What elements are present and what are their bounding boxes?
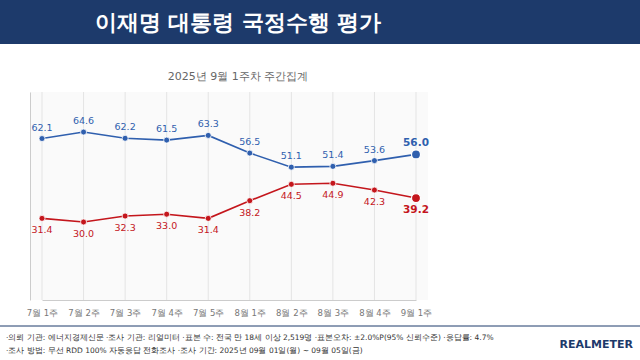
series-point: [371, 187, 377, 193]
data-label: 31.4: [198, 224, 219, 235]
data-label: 42.3: [364, 196, 385, 207]
x-tick: 7월 1주: [27, 300, 59, 318]
subtitle: 2025년 9월 1주차 주간집계: [168, 70, 308, 83]
series-point: [412, 194, 421, 203]
series-point: [412, 150, 421, 159]
series-group: [39, 129, 421, 225]
plot-background: [30, 92, 428, 300]
data-label: 31.4: [31, 224, 52, 235]
series-line: [42, 132, 416, 167]
series-point: [122, 213, 128, 219]
x-tick-label: 7월 3주: [110, 308, 142, 318]
data-label: 30.0: [73, 228, 94, 239]
series-point: [247, 198, 253, 204]
series-point: [330, 180, 336, 186]
x-tick: 8월 4주: [359, 300, 391, 318]
data-label: 63.3: [198, 118, 219, 129]
series-point: [164, 211, 170, 217]
chart: 이재명 대통령 국정수행 평가2025년 9월 1주차 주간집계7월 1주7월 …: [0, 0, 640, 360]
data-label: 61.5: [156, 123, 177, 134]
series-point: [205, 215, 211, 221]
series-line: [42, 183, 416, 222]
x-tick-label: 8월 4주: [359, 308, 391, 318]
x-tick: 8월 1주: [235, 300, 267, 318]
x-tick-label: 7월 5주: [193, 308, 225, 318]
series-point: [288, 164, 294, 170]
x-tick-label: 7월 1주: [27, 308, 59, 318]
x-tick: 9월 1주: [401, 300, 433, 318]
series-point: [81, 219, 87, 225]
x-axis-line: [43, 300, 417, 301]
series-point: [39, 136, 45, 142]
data-label: 38.2: [239, 207, 260, 218]
data-labels: 62.1 64.6 62.2 61.5 63.3 56.5 51.1 51.4 53.6 56.0…: [31, 115, 429, 239]
x-tick-label: 8월 3주: [318, 308, 350, 318]
data-label: 51.4: [322, 149, 343, 160]
data-label: 62.1: [31, 122, 52, 133]
grid: [42, 92, 416, 300]
x-axis: 7월 1주 7월 2주 7월 3주 7월 4주 7월 5주 8월 1주 8월 2주 8월 3주…: [27, 300, 433, 318]
data-label: 62.2: [115, 121, 136, 132]
title: 이재명 대통령 국정수행 평가: [95, 10, 382, 35]
series-point: [122, 135, 128, 141]
series-point: [164, 137, 170, 143]
footer-note: ·조사 방법: 무선 RDD 100% 자동응답 전화조사 ·조사 기간: 20…: [6, 346, 363, 355]
series-point: [205, 132, 211, 138]
series-point: [288, 181, 294, 187]
x-tick-label: 7월 4주: [151, 308, 183, 318]
x-tick-label: 9월 1주: [401, 308, 433, 318]
series-point: [39, 215, 45, 221]
header-band: [0, 0, 640, 44]
x-tick: 8월 2주: [276, 300, 308, 318]
footer-rule: [0, 326, 640, 327]
series-point: [81, 129, 87, 135]
x-tick-label: 8월 2주: [276, 308, 308, 318]
data-label: 32.3: [115, 222, 136, 233]
data-label: 44.5: [281, 190, 302, 201]
x-tick: 7월 2주: [68, 300, 100, 318]
logo-text: REALMETER: [560, 338, 634, 351]
x-tick: 7월 5주: [193, 300, 225, 318]
data-label: 64.6: [73, 115, 94, 126]
data-label: 53.6: [364, 144, 385, 155]
x-tick: 7월 4주: [151, 300, 183, 318]
data-label: 51.1: [281, 150, 302, 161]
series-point: [247, 150, 253, 156]
x-tick-label: 7월 2주: [68, 308, 100, 318]
grid-line: [249, 92, 250, 300]
data-label: 56.5: [239, 136, 260, 147]
footer-note: ·의뢰 기관: 에너지경제신문 ·조사 기관: 리얼미터 ·표본 수: 전국 만…: [6, 333, 494, 342]
data-label: 39.2: [403, 203, 429, 215]
data-label: 56.0: [403, 136, 429, 148]
series-point: [330, 163, 336, 169]
x-tick: 8월 3주: [318, 300, 350, 318]
x-tick: 7월 3주: [110, 300, 142, 318]
x-tick-label: 8월 1주: [235, 308, 267, 318]
series-point: [371, 158, 377, 164]
data-label: 33.0: [156, 220, 177, 231]
data-label: 44.9: [322, 189, 343, 200]
